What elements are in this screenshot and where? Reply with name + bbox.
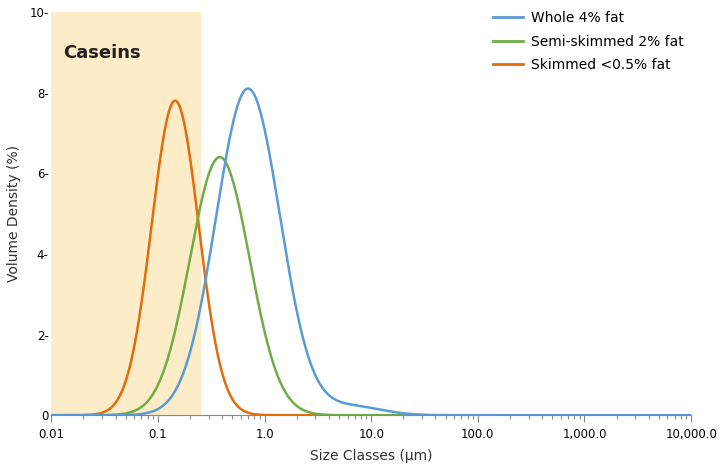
Y-axis label: Volume Density (%): Volume Density (%) [7, 145, 21, 282]
Bar [51, 12, 201, 415]
Legend: Whole 4% fat, Semi-skimmed 2% fat, Skimmed <0.5% fat: Whole 4% fat, Semi-skimmed 2% fat, Skimm… [492, 11, 684, 72]
X-axis label: Size Classes (μm): Size Classes (μm) [310, 449, 432, 463]
Text: Caseins: Caseins [64, 44, 141, 62]
